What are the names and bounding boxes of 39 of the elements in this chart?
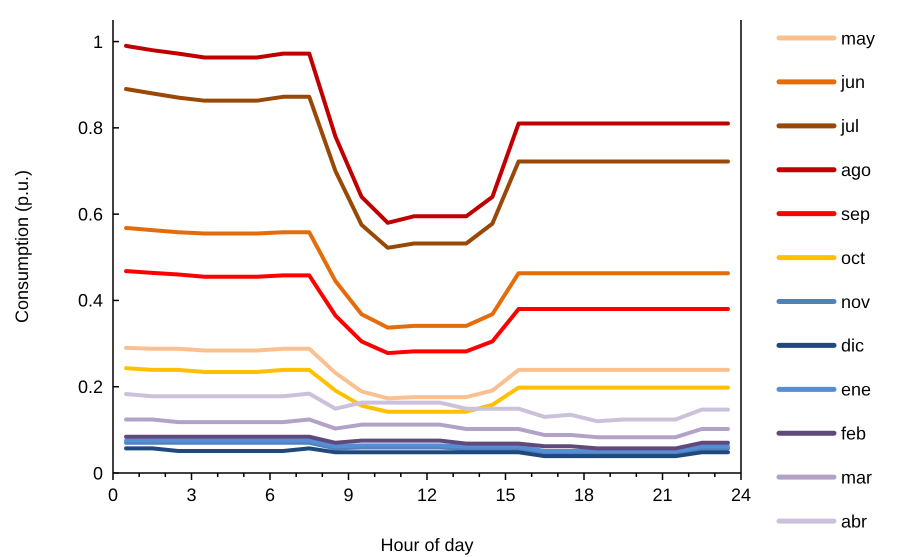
x-tick-label: 12	[416, 485, 438, 505]
legend-label: jun	[840, 72, 866, 92]
line-series	[124, 87, 730, 250]
x-tick-label: 21	[652, 485, 673, 505]
line-series	[124, 269, 730, 356]
line-series	[124, 418, 730, 440]
line-series	[124, 226, 730, 330]
y-tick-label: 0.6	[78, 204, 103, 224]
line-series	[124, 346, 730, 400]
line-series	[124, 392, 730, 424]
line-series	[124, 446, 730, 458]
x-tick-label: 3	[186, 485, 197, 505]
x-tick-label: 6	[264, 485, 276, 505]
y-tick-label: 0.8	[78, 118, 103, 138]
x-tick-label: 24	[730, 485, 752, 505]
legend-label: feb	[841, 424, 866, 444]
y-axis-title: Consumption (p.u.)	[12, 170, 32, 324]
legend-label: nov	[841, 292, 870, 312]
legend-label: may	[841, 28, 876, 48]
y-tick-label: 0.2	[78, 377, 103, 398]
y-tick-label: 0	[92, 463, 103, 484]
y-tick-label: 1	[92, 32, 103, 52]
x-tick-label: 15	[495, 485, 516, 505]
legend-label: jul	[840, 116, 860, 136]
x-tick-label: 0	[108, 485, 118, 505]
legend-label: mar	[841, 467, 872, 488]
legend-label: dic	[841, 336, 864, 356]
legend-label: oct	[841, 248, 866, 268]
legend-label: ene	[841, 380, 872, 400]
y-tick-label: 0.4	[78, 290, 103, 311]
x-tick-label: 9	[343, 485, 354, 505]
legend-label: sep	[841, 204, 870, 224]
line-series	[124, 44, 730, 225]
x-tick-label: 18	[574, 485, 594, 505]
line-series	[124, 434, 730, 450]
legend-label: abr	[841, 511, 868, 532]
line-series	[124, 366, 730, 414]
legend-label: ago	[841, 160, 872, 180]
x-axis-title: Hour of day	[380, 535, 474, 555]
